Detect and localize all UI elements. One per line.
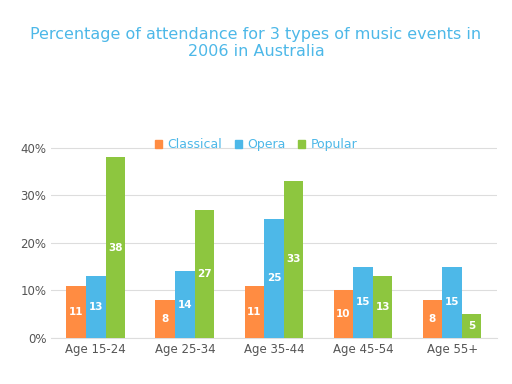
Text: 13: 13	[89, 302, 103, 312]
Text: 15: 15	[445, 297, 459, 307]
Text: 38: 38	[108, 243, 122, 253]
Text: 11: 11	[247, 307, 262, 317]
Bar	[86, 276, 105, 338]
Text: 14: 14	[178, 300, 192, 310]
Text: 11: 11	[69, 307, 83, 317]
Text: 27: 27	[197, 269, 212, 279]
Bar	[195, 210, 214, 338]
Bar	[284, 181, 303, 338]
Text: 13: 13	[375, 302, 390, 312]
Bar	[264, 219, 284, 338]
Bar	[245, 286, 264, 338]
Bar	[462, 314, 481, 338]
Text: 8: 8	[162, 314, 169, 324]
Bar	[105, 157, 125, 338]
Text: 15: 15	[356, 297, 370, 307]
Text: Percentage of attendance for 3 types of music events in
2006 in Australia: Percentage of attendance for 3 types of …	[30, 27, 482, 59]
Text: 8: 8	[429, 314, 436, 324]
Text: 25: 25	[267, 273, 281, 283]
Text: 10: 10	[336, 309, 351, 319]
Bar	[175, 271, 195, 338]
Text: 33: 33	[286, 255, 301, 265]
Bar	[442, 266, 462, 338]
Bar	[334, 290, 353, 338]
Bar	[373, 276, 392, 338]
Bar	[353, 266, 373, 338]
Bar	[67, 286, 86, 338]
Text: 5: 5	[468, 321, 475, 331]
Bar	[423, 300, 442, 338]
Legend: Classical, Opera, Popular: Classical, Opera, Popular	[150, 133, 362, 156]
Bar	[156, 300, 175, 338]
